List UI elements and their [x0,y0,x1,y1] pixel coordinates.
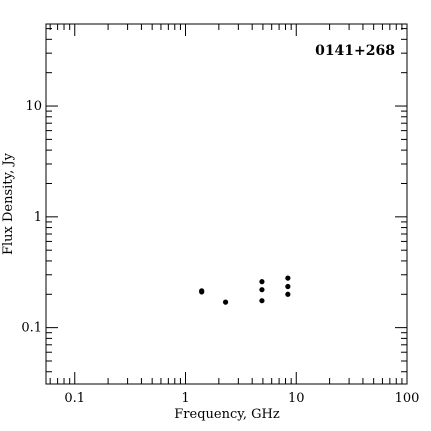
y-axis-title: Flux Density, Jy [1,152,16,255]
data-point [285,283,291,290]
x-tick-label: 100 [395,391,420,406]
x-tick-label: 10 [288,391,305,406]
data-point [222,299,229,305]
y-tick-label: 0.1 [21,321,42,336]
y-tick-label: 10 [25,99,42,114]
data-point [259,298,265,304]
x-tick-label: 0.1 [64,391,85,406]
data-point [259,287,265,293]
data-points [199,275,291,305]
x-tick-label: 1 [181,391,189,406]
data-point [199,288,205,294]
y-tick-label: 1 [34,210,42,225]
tick-labels: 0.1 1 10 100 0.1 1 10 [21,99,419,406]
data-point [259,279,265,285]
data-point [285,275,291,281]
source-name-label: 0141+268 [315,43,395,59]
axis-ticks [46,24,408,384]
x-axis-title: Frequency, GHz [174,407,280,422]
data-point [285,291,291,297]
plot-frame [45,23,408,385]
